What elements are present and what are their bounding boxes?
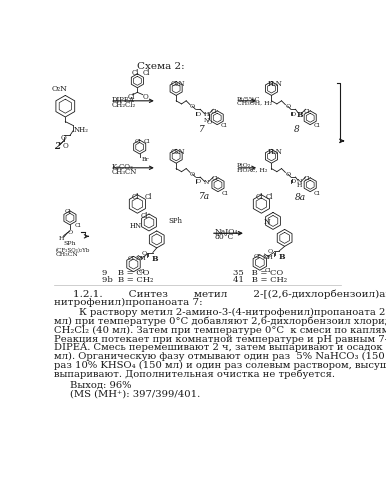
- Text: (MS (MH⁺): 397/399/401.: (MS (MH⁺): 397/399/401.: [70, 390, 200, 399]
- Text: O: O: [195, 180, 201, 184]
- Text: HOAc, H₂: HOAc, H₂: [237, 168, 267, 173]
- Text: Cl: Cl: [131, 69, 139, 77]
- Text: PtO₂: PtO₂: [237, 163, 251, 168]
- Text: B: B: [151, 255, 158, 263]
- Text: N: N: [203, 180, 208, 185]
- Text: HN: HN: [130, 222, 142, 230]
- Text: O: O: [61, 134, 66, 142]
- Text: B: B: [296, 111, 303, 119]
- Text: 80°C: 80°C: [215, 233, 234, 241]
- Text: O₂N: O₂N: [52, 84, 68, 92]
- Text: Cl: Cl: [314, 123, 321, 128]
- Text: мл) при температуре 0°C добавляют 2,6-дихлорбензоил хлорид (7.71 г), растворенны: мл) при температуре 0°C добавляют 2,6-ди…: [54, 317, 386, 326]
- Text: O: O: [285, 172, 291, 176]
- Text: K₂CO₃: K₂CO₃: [112, 163, 134, 171]
- Text: Cl: Cl: [143, 69, 150, 77]
- Text: Cl: Cl: [212, 176, 218, 180]
- Text: Cl: Cl: [264, 268, 271, 273]
- Text: Br: Br: [141, 157, 149, 162]
- Text: NH: NH: [263, 255, 274, 260]
- Text: Cl: Cl: [303, 108, 310, 114]
- Text: O: O: [267, 250, 273, 254]
- Text: H: H: [296, 183, 301, 188]
- Text: O: O: [62, 142, 68, 150]
- Text: Cl: Cl: [144, 193, 152, 201]
- Text: выпаривают. Дополнительная очистка не требуется.: выпаривают. Дополнительная очистка не тр…: [54, 370, 335, 380]
- Text: NaIO₄: NaIO₄: [215, 228, 239, 236]
- Text: Cl: Cl: [138, 270, 145, 274]
- Text: Cl: Cl: [222, 191, 229, 196]
- Text: 8: 8: [294, 124, 300, 134]
- Text: SPh: SPh: [64, 241, 76, 246]
- Text: Выход: 96%: Выход: 96%: [70, 381, 132, 390]
- Text: Cl: Cl: [127, 256, 134, 260]
- Text: B: B: [278, 254, 285, 262]
- Text: SPh: SPh: [168, 217, 182, 225]
- Text: O: O: [291, 112, 296, 116]
- Text: H
N: H N: [203, 112, 208, 123]
- Text: нитрофенил)пропаноата 7:: нитрофенил)пропаноата 7:: [54, 298, 203, 307]
- Text: Cl: Cl: [64, 210, 71, 214]
- Text: мл). Органическую фазу отмывают один раз  5% NaHCO₃ (150 мл), один раз водой, од: мл). Органическую фазу отмывают один раз…: [54, 352, 386, 362]
- Text: N: N: [264, 218, 271, 226]
- Text: К раствору метил 2-амино-3-(4-нитрофенил)пропаноата 2 (9.5 г) в CH₂Cl₂  (40: К раствору метил 2-амино-3-(4-нитрофенил…: [54, 308, 386, 317]
- Text: NH₂: NH₂: [74, 126, 89, 134]
- Text: NH: NH: [136, 256, 147, 262]
- Text: Cl: Cl: [255, 193, 262, 201]
- Text: Cl: Cl: [221, 123, 228, 128]
- Text: CH₃CN: CH₃CN: [112, 168, 137, 176]
- Text: O: O: [291, 180, 296, 184]
- Text: Cl: Cl: [254, 254, 261, 259]
- Text: Cl: Cl: [74, 223, 81, 228]
- Text: CH₃CN: CH₃CN: [56, 252, 79, 258]
- Text: Схема 2:: Схема 2:: [137, 62, 185, 70]
- Text: O: O: [190, 104, 195, 109]
- Text: O₂N: O₂N: [171, 80, 185, 88]
- Text: O₂N: O₂N: [171, 148, 185, 156]
- Text: O: O: [195, 112, 201, 116]
- Text: Cl: Cl: [211, 108, 218, 114]
- Text: Cl: Cl: [134, 140, 141, 144]
- Text: H₂N: H₂N: [267, 148, 283, 156]
- Text: Cl: Cl: [314, 191, 321, 196]
- Text: Cl: Cl: [131, 193, 139, 201]
- Text: N: N: [296, 178, 301, 184]
- Text: Cl: Cl: [266, 193, 273, 201]
- Text: DIPEA. Смесь перемешивают 2 ч, затем выпаривают и осадок помещают в AcOEt (175: DIPEA. Смесь перемешивают 2 ч, затем вып…: [54, 344, 386, 352]
- Text: 41   B = CH₂: 41 B = CH₂: [233, 276, 287, 283]
- Text: Cl: Cl: [144, 140, 150, 144]
- Text: H: H: [58, 236, 64, 240]
- Text: H₂N: H₂N: [267, 80, 283, 88]
- Text: DIPEA: DIPEA: [112, 96, 135, 104]
- Text: 9b  B = CH₂: 9b B = CH₂: [103, 276, 154, 283]
- Text: 1.2.1.        Синтез        метил        2-[(2,6-дихлорбензоил)амино]-3-(4-: 1.2.1. Синтез метил 2-[(2,6-дихлорбензои…: [73, 290, 386, 299]
- Text: (CF₃SO₃)₂Yb: (CF₃SO₃)₂Yb: [56, 248, 90, 253]
- Text: 2: 2: [54, 142, 61, 152]
- Text: O: O: [143, 93, 149, 101]
- Text: 7: 7: [200, 124, 205, 134]
- Text: O: O: [285, 104, 291, 109]
- Text: CH₂Cl₂: CH₂Cl₂: [112, 101, 136, 109]
- Text: Cl: Cl: [303, 176, 310, 180]
- Text: Реакция потекает при комнатной температуре и pH равным 7-8, в результате добавле: Реакция потекает при комнатной температу…: [54, 334, 386, 344]
- Text: 9    B = CO: 9 B = CO: [103, 270, 150, 278]
- Text: CH₃OH, H₂: CH₃OH, H₂: [237, 101, 272, 106]
- Text: Pt/5%C: Pt/5%C: [237, 96, 260, 101]
- Text: O: O: [207, 120, 212, 125]
- Text: O: O: [190, 172, 195, 176]
- Text: 35   B = CO: 35 B = CO: [233, 270, 283, 278]
- Text: 7a: 7a: [200, 192, 210, 202]
- Text: O: O: [141, 251, 146, 256]
- Text: CH₂Cl₂ (40 мл). Затем при температуре 0°C  к смеси по каплям добавляют DIPEA (2 : CH₂Cl₂ (40 мл). Затем при температуре 0°…: [54, 326, 386, 335]
- Text: Cl: Cl: [128, 93, 135, 101]
- Text: 8a: 8a: [295, 193, 306, 202]
- Text: Cl: Cl: [141, 212, 148, 220]
- Text: раз 10% KHSO₄ (150 мл) и один раз солевым раствором, высушивают над MgSO₄  и: раз 10% KHSO₄ (150 мл) и один раз солевы…: [54, 361, 386, 370]
- Text: O: O: [68, 230, 73, 235]
